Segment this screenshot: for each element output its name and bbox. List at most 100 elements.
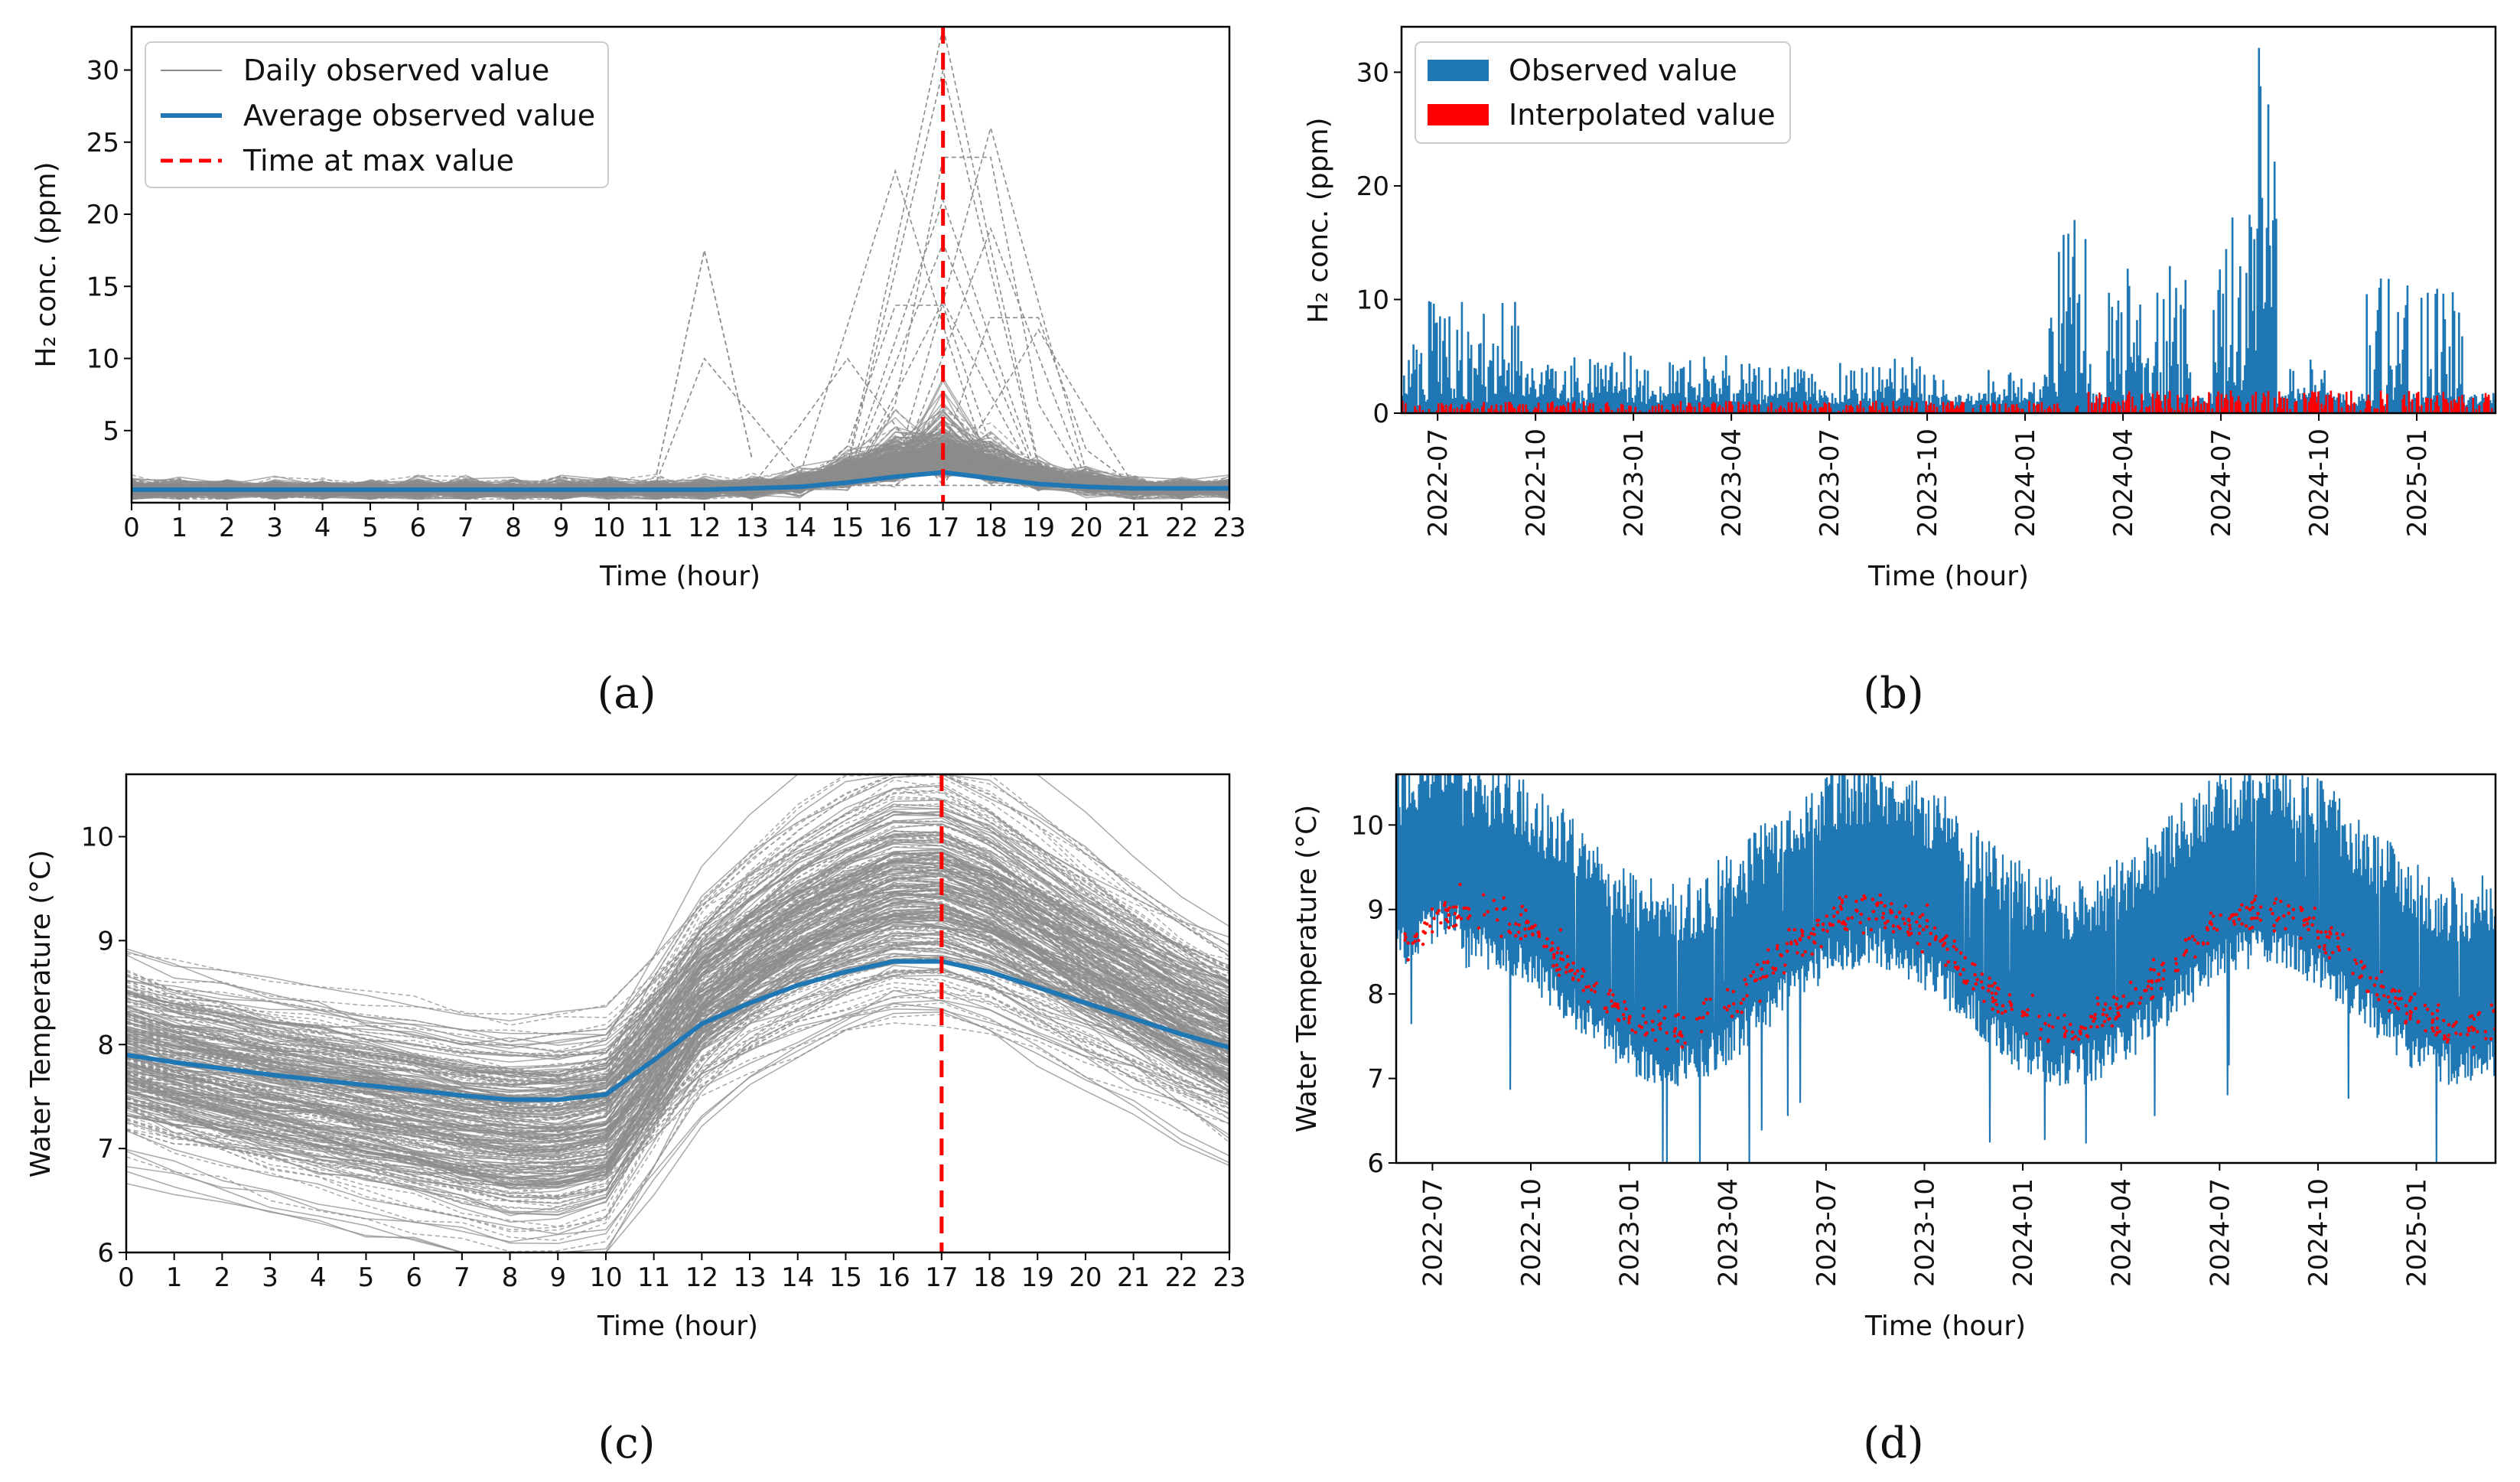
b-interpolated-bar [1415, 409, 1418, 413]
d-interpolated-point [2408, 998, 2412, 1003]
b-interpolated-bar [1961, 402, 1963, 413]
b-observed-bar [2018, 402, 2021, 413]
b-observed-bar [1538, 383, 1542, 413]
b-observed-bar [1900, 389, 1903, 413]
b-interpolated-bar [1731, 405, 1734, 413]
d-interpolated-point [2470, 1025, 2474, 1029]
b-observed-bar [1958, 395, 1960, 413]
b-observed-bar [1799, 370, 1802, 413]
d-interpolated-point [1891, 924, 1896, 928]
b-interpolated-bar [1414, 406, 1416, 413]
b-observed-bar [2183, 308, 2186, 413]
d-interpolated-point [1477, 926, 1481, 930]
d-interpolated-point [1564, 970, 1568, 975]
b-observed-bar [2126, 269, 2129, 413]
b-observed-bar [2120, 312, 2123, 413]
b-observed-bar [1475, 368, 1477, 413]
d-interpolated-point [1459, 917, 1463, 920]
b-interpolated-bar [2295, 401, 2298, 413]
b-interpolated-bar [1958, 408, 1960, 413]
b-observed-bar [1558, 399, 1560, 413]
b-observed-bar [1784, 379, 1787, 413]
b-observed-bar [2489, 400, 2492, 413]
b-interpolated-bar [1481, 406, 1483, 413]
d-interpolated-point [1946, 960, 1950, 964]
b-interpolated-bar [2346, 404, 2349, 413]
d-interpolated-point [2256, 911, 2260, 916]
b-observed-bar [1468, 358, 1471, 413]
d-interpolated-point [2279, 899, 2283, 904]
b-observed-bar [1775, 382, 1777, 413]
d-interpolated-point [1990, 984, 1994, 988]
b-observed-bar [2144, 367, 2147, 413]
b-observed-bar [1682, 366, 1685, 413]
d-interpolated-point [1994, 1002, 1998, 1007]
b-interpolated-bar [1898, 406, 1901, 413]
b-observed-bar [1811, 373, 1813, 413]
d-interpolated-point [1428, 924, 1432, 928]
b-interpolated-bar [2095, 396, 2098, 413]
d-interpolated-point [2206, 941, 2210, 946]
b-interpolated-bar [1779, 406, 1783, 413]
d-interpolated-point [1653, 1038, 1658, 1042]
d-interpolated-point [2335, 932, 2339, 936]
x-tick-label: 2025-01 [2402, 428, 2433, 537]
c-daily-line [126, 921, 1229, 1131]
d-interpolated-point [2252, 898, 2257, 902]
b-observed-bar [1694, 387, 1696, 413]
b-observed-bar [1423, 394, 1426, 413]
d-interpolated-point [2258, 918, 2263, 922]
d-interpolated-point [2248, 927, 2251, 931]
d-interpolated-point [1782, 971, 1786, 975]
b-interpolated-bar [2245, 404, 2248, 413]
b-interpolated-bar [1787, 402, 1790, 413]
b-interpolated-bar [2340, 407, 2343, 413]
b-observed-bar [2097, 398, 2099, 413]
b-interpolated-bar [2427, 398, 2429, 413]
b-interpolated-bar [2216, 396, 2218, 413]
d-interpolated-point [2310, 923, 2314, 927]
c-daily-line [126, 969, 1229, 1142]
x-tick-label: 14 [781, 1262, 814, 1293]
b-observed-bar [1645, 403, 1648, 413]
b-observed-bar [2214, 362, 2216, 413]
d-interpolated-point [1587, 1000, 1590, 1004]
d-interpolated-point [2472, 1045, 2476, 1050]
d-interpolated-point [1816, 918, 1821, 923]
b-observed-bar [2025, 399, 2027, 413]
b-observed-bar [1681, 368, 1684, 413]
d-interpolated-point [1673, 1034, 1677, 1038]
d-interpolated-point [1997, 987, 2001, 991]
b-observed-bar [1883, 398, 1885, 413]
b-observed-bar [1936, 396, 1939, 413]
d-interpolated-point [1536, 930, 1540, 935]
b-observed-bar [1988, 370, 1990, 413]
x-tick-label: 23 [1213, 1262, 1245, 1293]
d-interpolated-point [1988, 976, 1991, 980]
b-observed-bar [1805, 392, 1807, 413]
b-observed-bar [2259, 86, 2262, 413]
d-interpolated-point [1630, 1028, 1634, 1032]
b-observed-bar [1717, 401, 1720, 413]
b-observed-bar [1597, 362, 1600, 413]
b-interpolated-bar [2484, 392, 2487, 413]
d-interpolated-point [1577, 978, 1581, 982]
b-interpolated-bar [2417, 392, 2420, 413]
d-interpolated-point [2216, 928, 2219, 932]
b-interpolated-bar [2108, 396, 2111, 413]
b-interpolated-bar [1862, 407, 1865, 413]
b-observed-bar [2231, 217, 2234, 413]
b-observed-bar [1411, 373, 1413, 413]
b-observed-bar [1903, 392, 1906, 413]
b-observed-bar [1712, 375, 1715, 413]
b-observed-bar [1760, 380, 1763, 413]
d-interpolated-point [1929, 931, 1932, 936]
x-tick-label: 9 [549, 1262, 566, 1293]
b-interpolated-bar [1465, 404, 1468, 413]
b-observed-bar [1601, 379, 1604, 413]
b-observed-bar [1467, 331, 1470, 413]
b-observed-bar [1914, 385, 1916, 413]
d-interpolated-point [1886, 919, 1890, 923]
b-observed-bar [1793, 372, 1796, 413]
